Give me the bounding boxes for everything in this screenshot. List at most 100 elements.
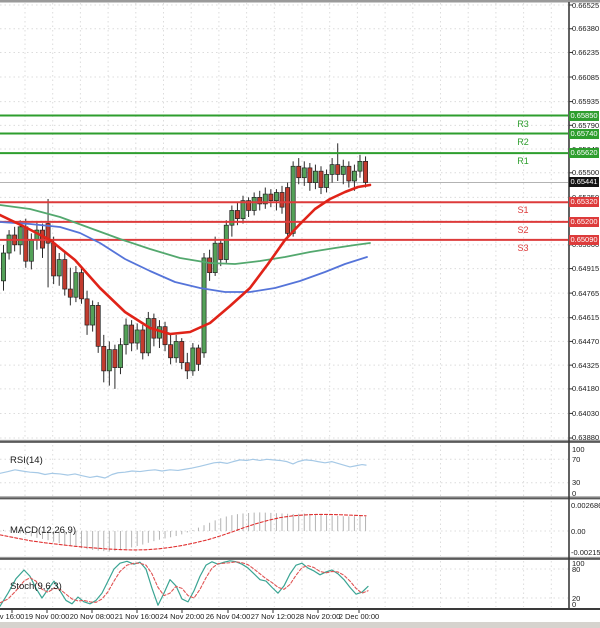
candle-up bbox=[273, 192, 279, 201]
candle-up bbox=[251, 197, 257, 211]
stoch-label: Stoch(9,6,3) bbox=[10, 581, 62, 592]
candle-down bbox=[318, 170, 324, 188]
rsi-tick-label: 30 bbox=[572, 478, 581, 488]
price-tick-label: 0.64030 bbox=[572, 408, 600, 418]
resistance-badge: 0.65850 bbox=[569, 110, 599, 121]
candle-down bbox=[218, 242, 224, 260]
price-tick-label: 0.66380 bbox=[572, 24, 600, 34]
pivot-level-label: R1 bbox=[517, 156, 529, 167]
candle-down bbox=[51, 242, 57, 277]
ma-slow-green bbox=[0, 204, 371, 265]
candle-down bbox=[268, 193, 274, 201]
macd-layer[interactable] bbox=[0, 512, 367, 552]
macd-tick-label: 0.00 bbox=[571, 526, 586, 536]
rsi-tick-label: 70 bbox=[572, 454, 581, 464]
grid-layer[interactable] bbox=[0, 3, 568, 607]
candle-up bbox=[56, 259, 62, 277]
time-tick-label: 2 Dec 00:00 bbox=[338, 612, 380, 621]
resistance-badge: 0.65620 bbox=[569, 148, 599, 159]
candle-up bbox=[73, 272, 79, 298]
candle-down bbox=[79, 272, 84, 300]
candle-down bbox=[346, 165, 352, 182]
candle-down bbox=[179, 341, 185, 364]
candle-up bbox=[212, 242, 218, 274]
candle-down bbox=[45, 223, 51, 244]
candle-up bbox=[90, 305, 96, 326]
candle-down bbox=[279, 192, 285, 208]
price-tick-label: 0.64470 bbox=[572, 336, 600, 346]
candle-up bbox=[351, 170, 357, 182]
candle-up bbox=[262, 193, 268, 205]
candle-up bbox=[223, 224, 229, 260]
candle-up bbox=[145, 318, 151, 354]
candle-down bbox=[296, 165, 302, 179]
support-badge: 0.65200 bbox=[569, 216, 599, 227]
price-tick-label: 0.65790 bbox=[572, 120, 600, 130]
price-tick-label: 0.64180 bbox=[572, 384, 600, 394]
stoch-layer[interactable] bbox=[0, 560, 369, 607]
time-tick-label: 20 Nov 08:00 bbox=[69, 612, 115, 621]
pivot-lines-layer[interactable] bbox=[0, 114, 568, 241]
time-tick-label: 21 Nov 16:00 bbox=[114, 612, 160, 621]
candle-down bbox=[207, 257, 213, 274]
rsi-tick-label: 100 bbox=[572, 444, 585, 454]
candle-down bbox=[168, 344, 174, 359]
candle-up bbox=[229, 210, 235, 226]
candle-down bbox=[285, 187, 291, 234]
candle-down bbox=[196, 347, 201, 365]
candle-down bbox=[140, 329, 146, 354]
candle-up bbox=[28, 239, 34, 262]
candle-down bbox=[129, 324, 135, 344]
rsi-tick-label: 0 bbox=[572, 488, 577, 498]
price-tick-label: 0.63880 bbox=[572, 433, 600, 443]
moving-averages-layer[interactable] bbox=[0, 183, 372, 336]
macd-label: MACD(12,26,9) bbox=[10, 525, 76, 536]
ma-fast-red bbox=[0, 183, 372, 336]
candle-down bbox=[62, 259, 68, 290]
candle-down bbox=[246, 200, 252, 211]
candle-down bbox=[335, 164, 341, 175]
candle-down bbox=[257, 197, 263, 205]
candle-up bbox=[106, 349, 112, 372]
candle-down bbox=[84, 298, 90, 326]
support-badge: 0.65090 bbox=[569, 234, 599, 245]
candle-down bbox=[101, 345, 107, 372]
current-price-badge: 0.65441 bbox=[569, 177, 599, 188]
stoch-tick-label: 0 bbox=[572, 599, 577, 609]
price-tick-label: 0.64615 bbox=[572, 313, 600, 323]
macd-tick-label: 0.002686 bbox=[571, 500, 600, 510]
time-tick-label: 26 Nov 04:00 bbox=[205, 612, 251, 621]
pivot-level-label: S3 bbox=[517, 242, 529, 253]
time-tick-label: v 16:00 bbox=[0, 612, 25, 621]
candle-up bbox=[118, 344, 123, 368]
stoch-tick-label: 20 bbox=[572, 593, 581, 603]
candle-up bbox=[134, 329, 140, 344]
price-tick-label: 0.65500 bbox=[572, 168, 600, 178]
candles-layer[interactable] bbox=[1, 143, 369, 389]
price-tick-label: 0.65935 bbox=[572, 97, 600, 107]
candle-up bbox=[340, 165, 346, 175]
candle-up bbox=[357, 160, 363, 172]
bottom-strip bbox=[0, 622, 600, 628]
borders-layer[interactable] bbox=[0, 0, 600, 613]
candle-up bbox=[324, 174, 330, 188]
candle-down bbox=[95, 305, 101, 347]
candle-down bbox=[307, 167, 313, 183]
stoch-tick-label: 100 bbox=[572, 558, 585, 568]
rsi-line[interactable] bbox=[0, 458, 367, 479]
candle-down bbox=[363, 160, 369, 183]
candle-up bbox=[240, 200, 246, 219]
candle-down bbox=[234, 210, 240, 219]
candle-up bbox=[6, 234, 12, 254]
price-tick-label: 0.66235 bbox=[572, 47, 600, 57]
candle-down bbox=[23, 226, 29, 262]
candle-down bbox=[184, 362, 190, 372]
time-tick-label: 19 Nov 00:00 bbox=[24, 612, 70, 621]
time-tick-label: 24 Nov 20:00 bbox=[159, 612, 205, 621]
time-tick-label: 27 Nov 12:00 bbox=[250, 612, 296, 621]
macd-tick-label: -0.002157 bbox=[571, 547, 600, 557]
resistance-badge: 0.65740 bbox=[569, 128, 599, 139]
stoch-tick-label: 80 bbox=[572, 564, 581, 574]
